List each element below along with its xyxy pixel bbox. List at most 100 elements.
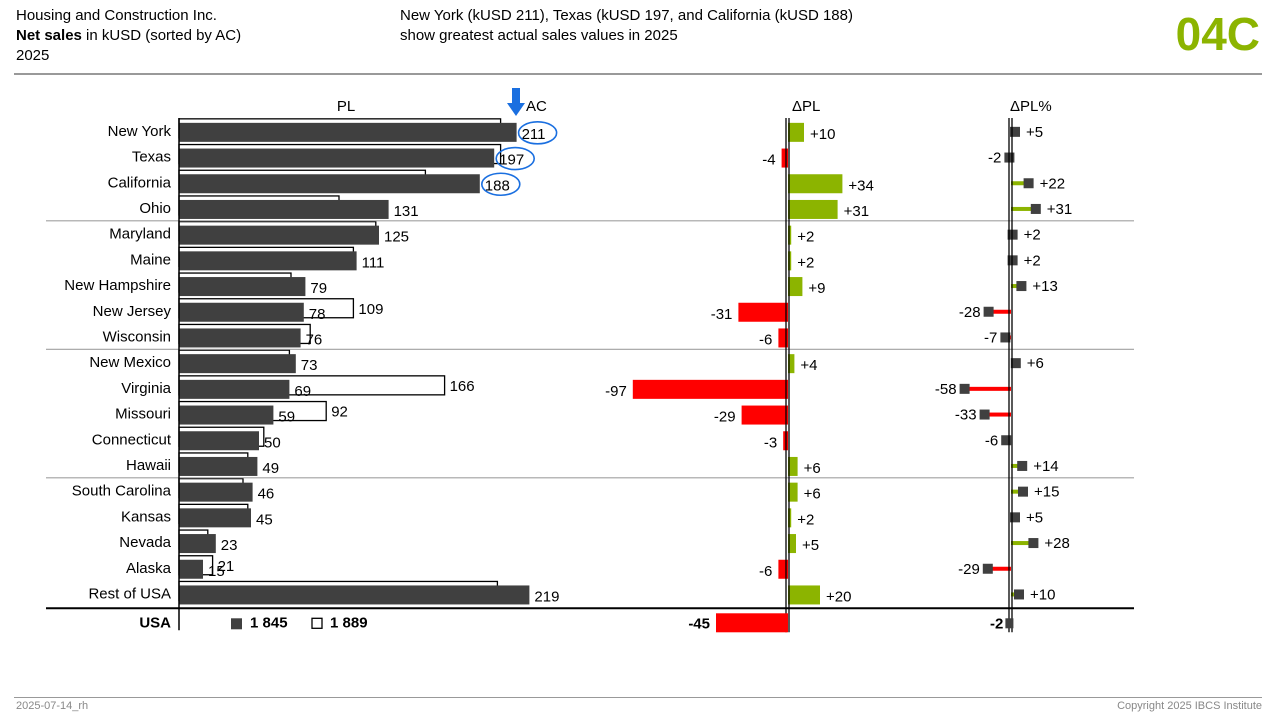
pct-head-rest-of-usa [1014,589,1024,600]
delta-label-wisconsin: -6 [759,331,772,348]
ac-bar-texas [179,148,495,168]
ac-bar-alaska [179,559,203,579]
delta-bar-california [788,174,843,194]
pct-head-new-york [1010,126,1020,137]
report-header: Housing and Construction Inc. Net sales … [16,6,241,66]
ac-bar-new-jersey [179,302,304,322]
ac-bar-new-mexico [179,354,296,374]
delta-label-new-mexico: +4 [800,357,817,374]
ac-bar-ohio [179,199,389,219]
pct-stem-ohio [1011,206,1036,211]
pl-label-missouri: 92 [331,404,348,421]
pct-head-california [1023,178,1034,189]
delta-label-maine: +2 [797,254,814,271]
pct-head-connecticut [1001,435,1012,446]
total-ac-legend-box [231,618,242,630]
category-label-connecticut: Connecticut [92,431,172,448]
delta-label-south-carolina: +6 [804,486,821,503]
delta-bar-south-carolina [788,482,798,502]
pct-head-virginia [959,383,970,394]
category-label-texas: Texas [132,149,171,166]
ac-label-new-mexico: 73 [301,357,318,374]
pct-label-texas: -2 [988,150,1001,167]
pct-label-maryland: +2 [1024,227,1041,244]
ac-label-hawaii: 49 [262,460,279,477]
delta-label-new-york: +10 [810,126,835,143]
pct-label-rest-of-usa: +10 [1030,586,1055,603]
delta-bar-new-mexico [788,354,795,374]
category-label-rest-of-usa: Rest of USA [88,585,171,602]
category-label-kansas: Kansas [121,508,171,525]
category-label-maryland: Maryland [109,226,171,243]
ac-bar-new-york [179,122,517,142]
total-pct-head [1005,618,1014,629]
column-header-delta-pl-pct: ΔPL% [1010,98,1052,115]
delta-label-texas: -4 [762,152,775,169]
ac-bar-california [179,174,480,194]
message-line-2: show greatest actual sales values in 202… [400,27,678,44]
delta-bar-ohio [788,199,838,219]
ac-label-maryland: 125 [384,229,409,246]
pct-head-new-hampshire [1016,281,1027,292]
pct-head-alaska [982,563,993,574]
pct-head-wisconsin [1000,332,1011,343]
delta-label-alaska: -6 [759,563,772,580]
delta-label-new-hampshire: +9 [808,280,825,297]
pct-label-new-york: +5 [1026,124,1043,141]
pct-stem-south-carolina [1011,489,1023,494]
column-header-delta-pl: ΔPL [792,98,820,115]
total-pct-label: -2 [990,615,1003,632]
pct-label-new-jersey: -28 [959,304,981,321]
pl-label-new-jersey: 109 [358,301,383,318]
delta-bar-new-jersey [738,302,788,322]
pct-head-kansas [1010,512,1020,523]
pct-head-nevada [1028,538,1039,549]
delta-label-connecticut: -3 [764,434,777,451]
pct-stem-virginia [964,386,1011,391]
ac-label-new-hampshire: 79 [310,280,327,297]
page-id: 04C [1175,8,1260,60]
column-header-pl: PL [337,98,355,115]
ac-label-connecticut: 50 [264,434,281,451]
ac-label-ohio: 131 [394,203,419,220]
ac-label-virginia: 69 [294,383,311,400]
net-sales-chart: PL AC ΔPL ΔPL% New York 211 +10 +5 Texas 197 -4 -2 C… [46,88,1134,633]
pct-head-ohio [1030,203,1041,214]
delta-label-rest-of-usa: +20 [826,588,851,605]
total-ac-value: 1 845 [250,614,288,631]
pct-stem-hawaii [1011,463,1023,468]
pct-label-alaska: -29 [958,561,980,578]
ac-bar-nevada [179,534,216,554]
footer-copyright: Copyright 2025 IBCS Institute [1117,700,1262,712]
measure-rest: in kUSD (sorted by AC) [81,27,242,44]
pct-stem-alaska [987,566,1011,571]
highlight-ring-texas [495,146,536,171]
pct-stem-new-jersey [988,309,1011,314]
ac-label-california: 188 [485,177,510,194]
ac-bar-connecticut [179,431,259,451]
category-label-south-carolina: South Carolina [72,483,172,500]
total-label: USA [139,614,171,631]
ac-label-texas: 197 [499,152,524,169]
delta-label-maryland: +2 [797,229,814,246]
highlight-arrow-head [507,103,525,116]
delta-label-missouri: -29 [714,409,736,426]
message: New York (kUSD 211), Texas (kUSD 197, an… [400,6,853,46]
category-label-new-hampshire: New Hampshire [64,277,171,294]
ac-label-rest-of-usa: 219 [534,588,559,605]
pct-head-south-carolina [1018,486,1028,497]
pct-label-hawaii: +14 [1033,458,1058,475]
category-label-maine: Maine [130,251,171,268]
delta-label-california: +34 [848,177,873,194]
delta-label-ohio: +31 [844,203,869,220]
footer-date: 2025-07-14_rh [16,700,89,712]
footer-rule [14,697,1262,698]
pct-label-wisconsin: -7 [984,329,997,346]
delta-bar-rest-of-usa [788,585,820,605]
delta-bar-new-york [788,122,804,142]
ac-bar-new-hampshire [179,277,306,297]
highlight-ring-california [480,172,521,197]
ac-label-nevada: 23 [221,537,238,554]
ac-bar-missouri [179,405,274,425]
report-year: 2025 [16,47,50,64]
